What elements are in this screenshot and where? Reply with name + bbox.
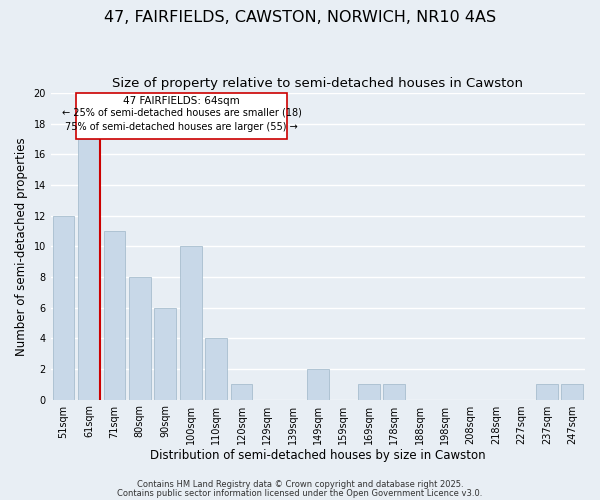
Bar	[205, 338, 227, 400]
Text: Contains public sector information licensed under the Open Government Licence v3: Contains public sector information licen…	[118, 488, 482, 498]
Bar	[154, 308, 176, 400]
Bar	[307, 369, 329, 400]
Title: Size of property relative to semi-detached houses in Cawston: Size of property relative to semi-detach…	[112, 78, 523, 90]
Y-axis label: Number of semi-detached properties: Number of semi-detached properties	[15, 137, 28, 356]
X-axis label: Distribution of semi-detached houses by size in Cawston: Distribution of semi-detached houses by …	[150, 450, 486, 462]
Bar	[562, 384, 583, 400]
Bar	[78, 139, 100, 400]
Bar	[383, 384, 405, 400]
Text: 47, FAIRFIELDS, CAWSTON, NORWICH, NR10 4AS: 47, FAIRFIELDS, CAWSTON, NORWICH, NR10 4…	[104, 10, 496, 25]
Text: Contains HM Land Registry data © Crown copyright and database right 2025.: Contains HM Land Registry data © Crown c…	[137, 480, 463, 489]
Text: ← 25% of semi-detached houses are smaller (18): ← 25% of semi-detached houses are smalle…	[62, 108, 302, 118]
FancyBboxPatch shape	[76, 93, 287, 139]
Text: 47 FAIRFIELDS: 64sqm: 47 FAIRFIELDS: 64sqm	[124, 96, 240, 106]
Bar	[358, 384, 380, 400]
Bar	[536, 384, 557, 400]
Bar	[231, 384, 253, 400]
Bar	[180, 246, 202, 400]
Bar	[53, 216, 74, 400]
Bar	[129, 277, 151, 400]
Text: 75% of semi-detached houses are larger (55) →: 75% of semi-detached houses are larger (…	[65, 122, 298, 132]
Bar	[104, 231, 125, 400]
